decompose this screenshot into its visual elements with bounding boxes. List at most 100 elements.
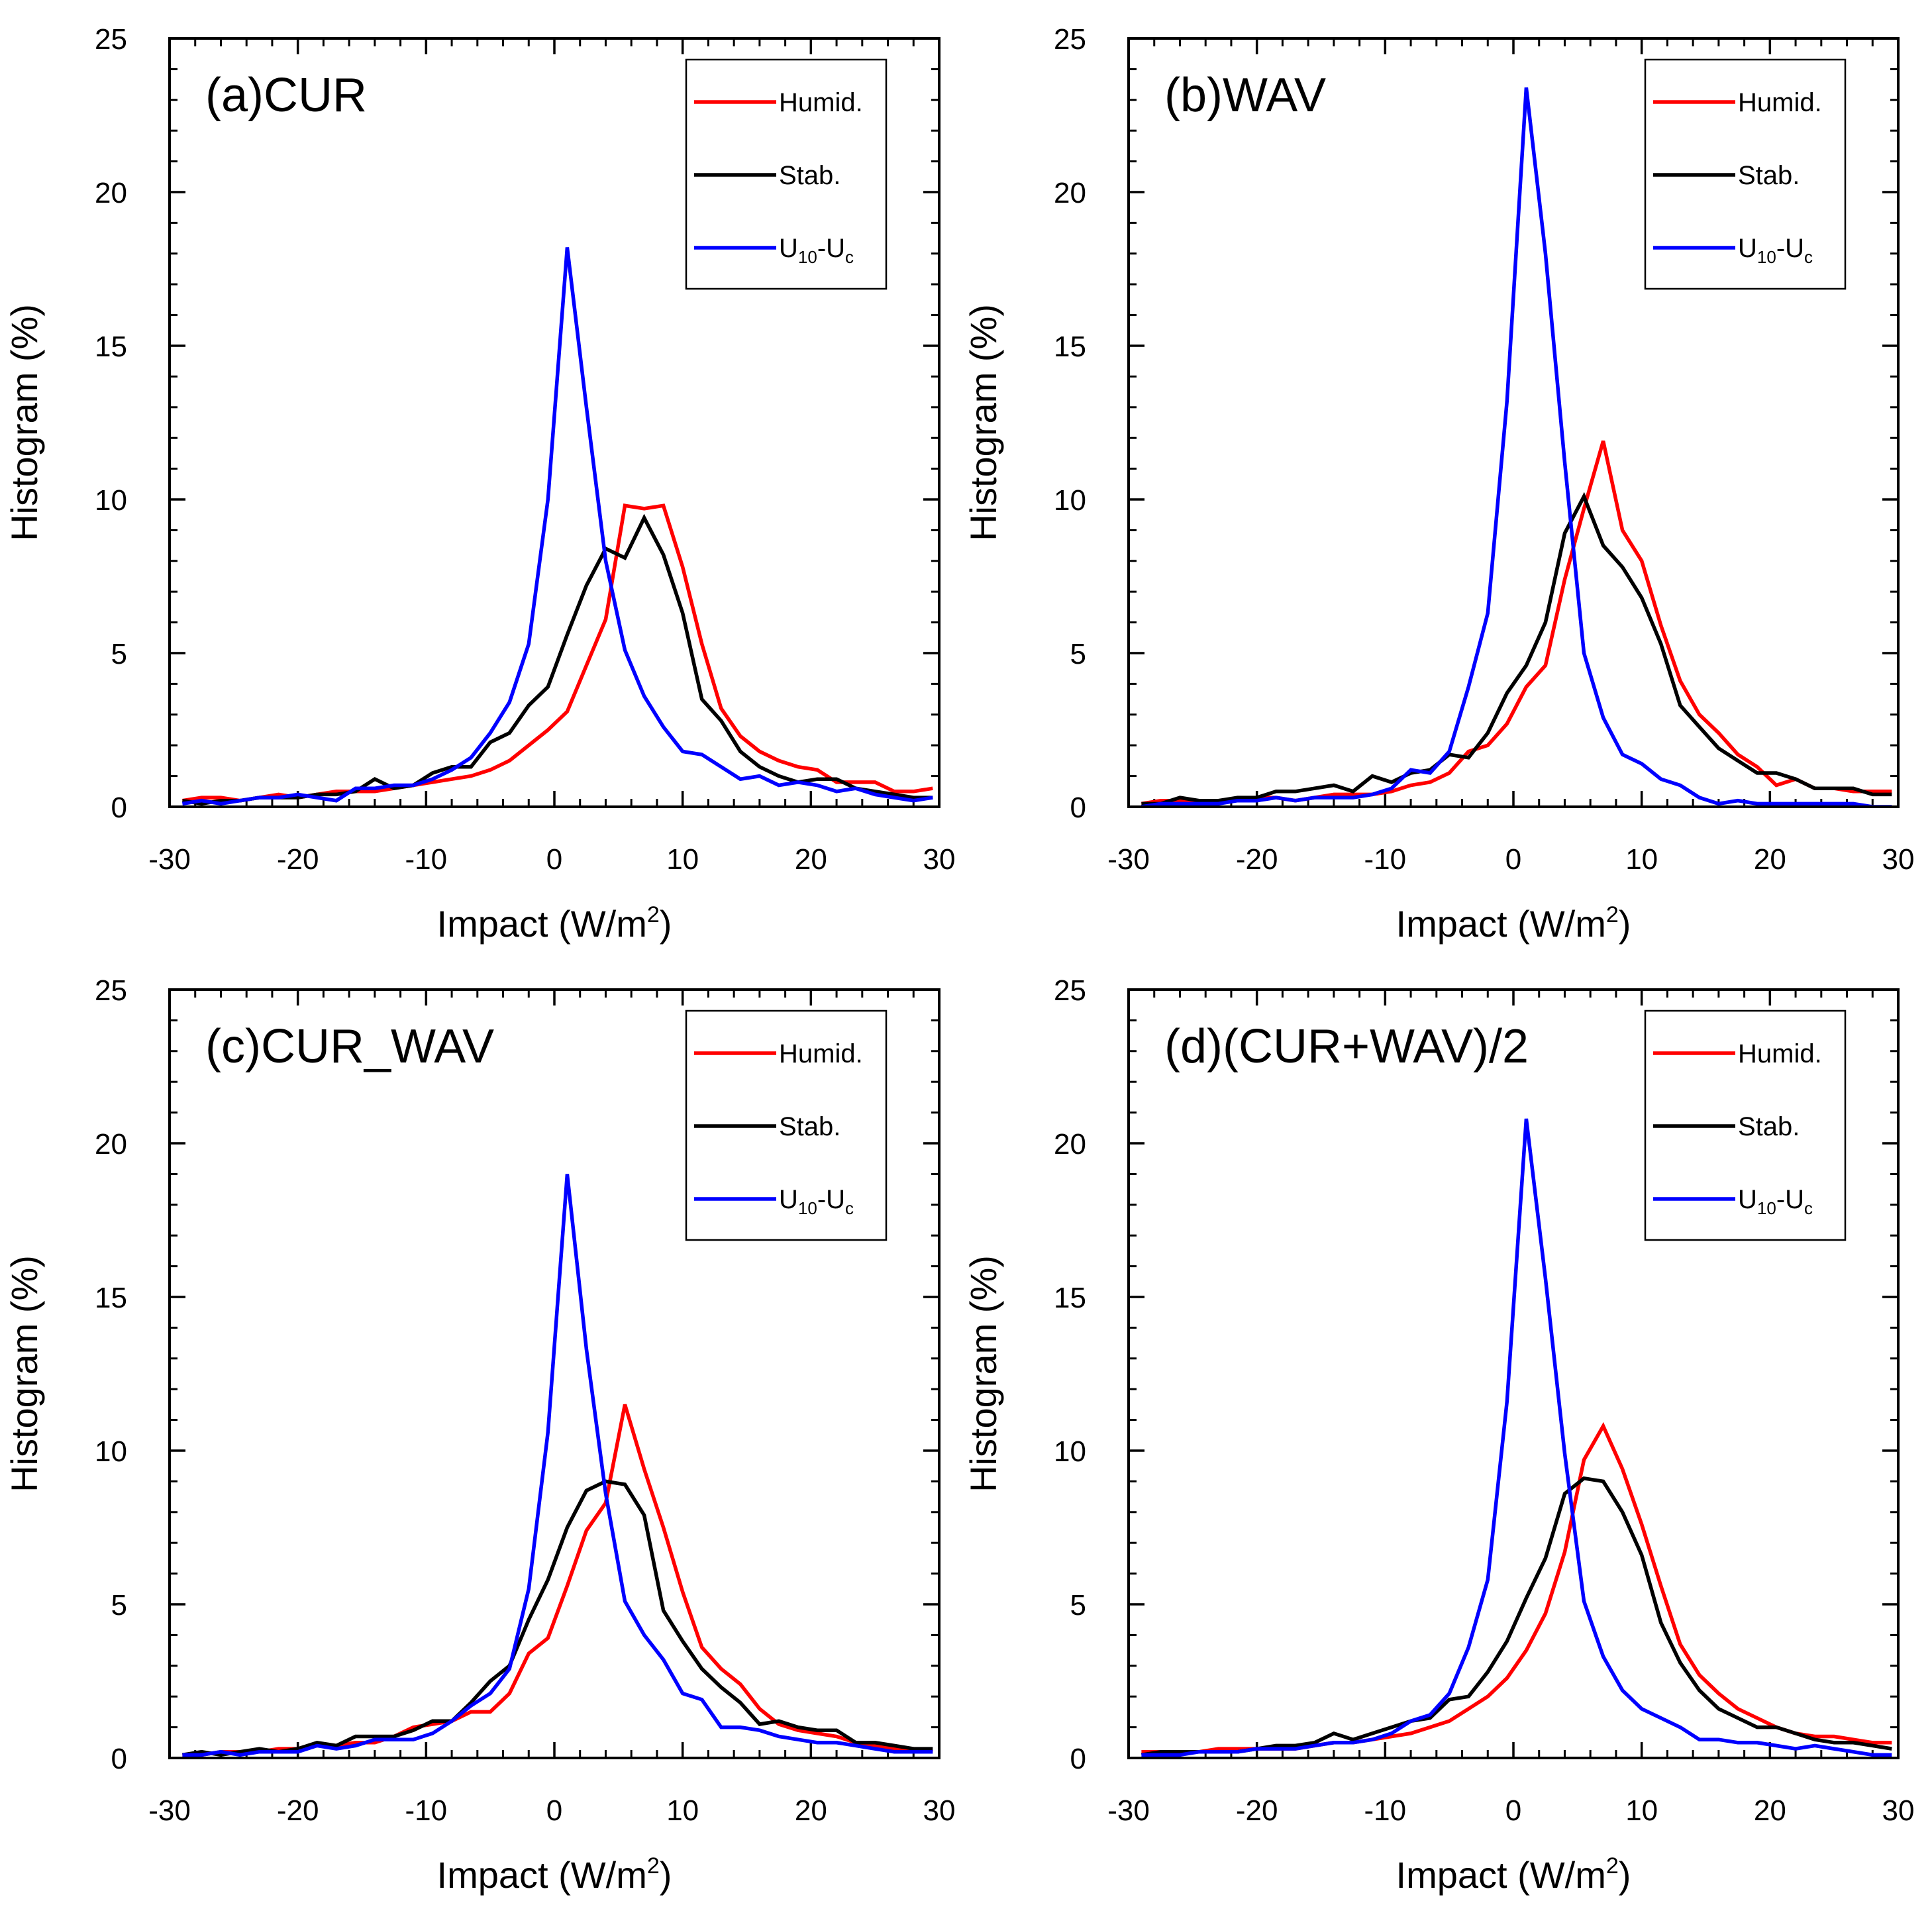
x-tick-label: 20 — [1754, 843, 1786, 876]
legend-subscript: c — [845, 1198, 854, 1218]
x-tick-label: 30 — [1882, 843, 1915, 876]
legend-subscript: 10 — [798, 1198, 817, 1218]
legend-subscript: c — [1804, 247, 1813, 267]
x-axis-title-superscript: 2 — [647, 1853, 660, 1879]
legend-label-mid: -U — [1776, 234, 1804, 263]
panel-b: -30 -20 -10 0 10 20 30 0 5 10 15 20 25 (b)WAV Humid. St… — [962, 23, 1914, 945]
x-axis-title-end: ) — [660, 1854, 672, 1896]
legend-subscript: 10 — [1757, 247, 1776, 267]
x-axis-title-superscript: 2 — [1606, 902, 1619, 927]
x-tick-label: 0 — [1505, 843, 1521, 876]
y-tick-label: 15 — [1054, 1282, 1086, 1314]
y-tick-label: 5 — [1070, 1589, 1086, 1622]
legend-label-main: U — [779, 234, 798, 263]
legend-subscript: c — [1804, 1198, 1813, 1218]
y-tick-label: 10 — [1054, 484, 1086, 517]
stab-line — [1141, 1476, 1892, 1757]
legend-label-main: U — [1738, 234, 1757, 263]
x-tick-label: 30 — [923, 843, 956, 876]
legend-subscript: 10 — [798, 247, 817, 267]
legend-label: U10-Uc — [779, 1185, 854, 1218]
plot-frame — [1127, 37, 1900, 808]
x-tick-label: 0 — [1505, 1794, 1521, 1827]
x-tick-label: 0 — [546, 843, 562, 876]
plot-frame — [1127, 988, 1900, 1759]
y-tick-label: 10 — [95, 1435, 127, 1468]
legend-label-mid: -U — [817, 1185, 845, 1214]
legend-label-main: U — [1738, 1185, 1757, 1214]
humid-line — [1141, 440, 1892, 806]
legend-label: Humid. — [779, 88, 863, 117]
legend-label: Stab. — [1738, 1112, 1800, 1141]
legend-label: Stab. — [1738, 161, 1800, 190]
y-tick-label: 25 — [1054, 23, 1086, 56]
panel-label: (c)CUR_WAV — [205, 1020, 494, 1073]
y-tick-label: 25 — [1054, 974, 1086, 1007]
y-tick-label: 20 — [1054, 1128, 1086, 1161]
legend-label: Humid. — [779, 1039, 863, 1068]
y-tick-label: 15 — [95, 331, 127, 363]
legend-label: U10-Uc — [1738, 1185, 1813, 1218]
y-tick-label: 0 — [111, 792, 127, 824]
x-axis-title: Impact (W/m2) — [1396, 1853, 1631, 1896]
y-tick-label: 5 — [111, 638, 127, 670]
stab-line — [181, 1479, 933, 1757]
x-tick-label: 30 — [1882, 1794, 1915, 1827]
x-axis-title-end: ) — [1619, 903, 1631, 945]
x-axis-title: Impact (W/m2) — [437, 902, 672, 945]
x-axis-title-end: ) — [660, 903, 672, 945]
x-tick-label: -30 — [1107, 1794, 1150, 1827]
y-tick-label: 20 — [1054, 177, 1086, 209]
legend-label: Humid. — [1738, 88, 1822, 117]
legend-subscript: c — [845, 247, 854, 267]
y-tick-label: 15 — [1054, 331, 1086, 363]
x-tick-label: 20 — [1754, 1794, 1786, 1827]
panel-label: (b)WAV — [1164, 69, 1326, 122]
x-tick-label: -20 — [277, 1794, 319, 1827]
x-axis-title-main: Impact (W/m — [437, 903, 647, 945]
x-tick-label: -30 — [148, 1794, 191, 1827]
x-axis-title-main: Impact (W/m — [437, 1854, 647, 1896]
x-tick-label: -10 — [1364, 1794, 1407, 1827]
x-tick-label: 30 — [923, 1794, 956, 1827]
plot-frame — [168, 988, 941, 1759]
x-axis-title: Impact (W/m2) — [1396, 902, 1631, 945]
y-tick-label: 20 — [95, 177, 127, 209]
y-tick-label: 20 — [95, 1128, 127, 1161]
humid-line — [182, 1404, 933, 1757]
y-tick-label: 0 — [1070, 1743, 1086, 1775]
y-axis-title: Histogram (%) — [3, 304, 45, 541]
legend-label: U10-Uc — [1738, 234, 1813, 267]
humid-line — [1141, 1421, 1892, 1754]
y-tick-label: 15 — [95, 1282, 127, 1314]
legend-subscript: 10 — [1757, 1198, 1776, 1218]
legend-label-mid: -U — [1776, 1185, 1804, 1214]
y-tick-label: 0 — [1070, 792, 1086, 824]
x-tick-label: -20 — [1236, 843, 1278, 876]
legend-label: Stab. — [779, 1112, 840, 1141]
y-axis-title: Histogram (%) — [962, 304, 1004, 541]
legend-label: Stab. — [779, 161, 840, 190]
panel-label: (d)(CUR+WAV)/2 — [1164, 1020, 1529, 1073]
u10-uc-line — [181, 247, 933, 806]
panel-d: -30 -20 -10 0 10 20 30 0 5 10 15 20 25 (d)(CUR+WAV)/2… — [962, 974, 1914, 1896]
x-tick-label: 20 — [795, 1794, 827, 1827]
x-axis-title-main: Impact (W/m — [1396, 903, 1606, 945]
x-tick-label: -10 — [405, 843, 448, 876]
x-tick-label: 20 — [795, 843, 827, 876]
x-tick-label: -30 — [1107, 843, 1150, 876]
x-tick-label: 10 — [666, 1794, 699, 1827]
y-tick-label: 5 — [1070, 638, 1086, 670]
y-axis-title: Histogram (%) — [962, 1255, 1004, 1492]
y-tick-label: 10 — [1054, 1435, 1086, 1468]
x-tick-label: 0 — [546, 1794, 562, 1827]
y-tick-label: 5 — [111, 1589, 127, 1622]
x-axis-title-superscript: 2 — [647, 902, 660, 927]
y-tick-label: 0 — [111, 1743, 127, 1775]
x-axis-title-end: ) — [1619, 1854, 1631, 1896]
u10-uc-line — [1141, 1118, 1892, 1757]
humid-line — [181, 503, 933, 803]
stab-line — [181, 513, 933, 806]
legend-label-mid: -U — [817, 234, 845, 263]
